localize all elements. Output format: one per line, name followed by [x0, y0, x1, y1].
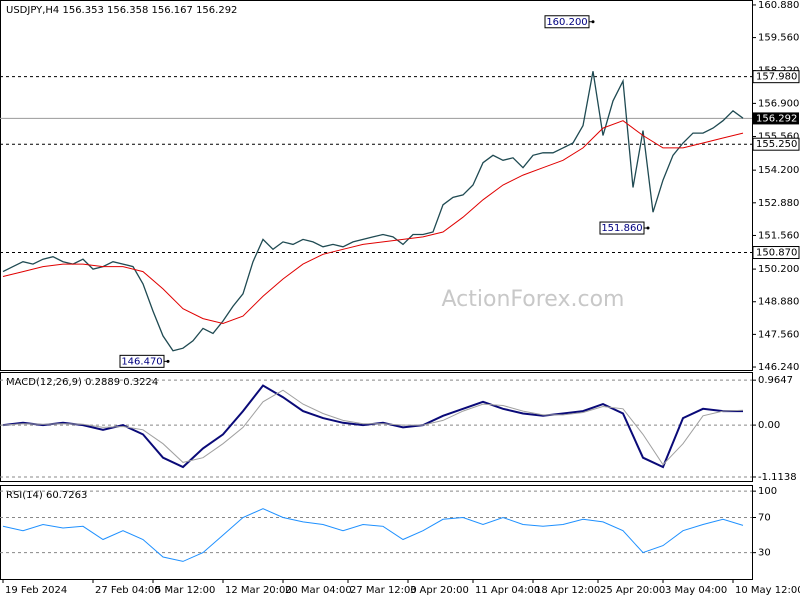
level-label: 155.250: [756, 139, 797, 150]
x-tick-label: 12 Mar 20:00: [225, 585, 292, 596]
y-tick-label: 0.00: [758, 420, 780, 431]
annotation-box: [544, 15, 590, 29]
y-tick-label: 30: [758, 548, 771, 559]
x-tick-label: 3 May 04:00: [665, 585, 727, 596]
x-tick-label: 10 May 12:00: [735, 585, 800, 596]
annotation-label: 151.860: [601, 223, 642, 234]
y-tick-label: 156.900: [758, 98, 799, 109]
series-line: [2, 508, 744, 562]
panel-frame: [0, 0, 753, 371]
x-tick-label: 5 Mar 12:00: [155, 585, 215, 596]
level-box: [752, 246, 800, 260]
panel-frame: [0, 485, 753, 580]
current-box: [753, 112, 799, 125]
y-tick-label: 155.560: [758, 132, 799, 143]
annotation-label: 160.200: [546, 17, 587, 28]
level-box: [752, 70, 800, 84]
y-tick-label: 147.560: [758, 329, 799, 340]
y-tick-label: 148.880: [758, 297, 799, 308]
x-tick-label: 25 Apr 20:00: [600, 585, 665, 596]
panel-title: USDJPY,H4 156.353 156.358 156.167 156.29…: [6, 5, 237, 16]
y-tick-label: 0.9647: [758, 375, 793, 386]
watermark: ActionForex.com: [442, 287, 625, 312]
y-tick-label: 146.240: [758, 362, 799, 373]
x-tick-label: 27 Feb 04:00: [95, 585, 161, 596]
current-label: 156.292: [756, 113, 797, 124]
y-tick-label: 154.200: [758, 165, 799, 176]
level-box: [752, 137, 800, 151]
level-label: 150.870: [756, 248, 797, 259]
x-tick-label: 11 Apr 04:00: [475, 585, 540, 596]
y-tick-label: -1.1138: [758, 472, 797, 483]
series-line: [2, 389, 744, 466]
y-tick-label: 152.880: [758, 198, 799, 209]
x-tick-label: 27 Mar 12:00: [350, 585, 417, 596]
x-tick-label: 20 Mar 04:00: [285, 585, 352, 596]
panel-title: RSI(14) 60.7263: [6, 490, 87, 501]
x-tick-label: 19 Feb 2024: [5, 585, 67, 596]
panel-title: MACD(12,26,9) 0.2889 0.3224: [6, 377, 158, 388]
annotation-box: [599, 221, 645, 235]
y-tick-label: 159.560: [758, 33, 799, 44]
y-tick-label: 100: [758, 486, 777, 497]
series-line: [2, 120, 744, 325]
annotation-label: 146.470: [121, 356, 162, 367]
x-tick-label: 18 Apr 12:00: [535, 585, 600, 596]
x-tick-label: 3 Apr 20:00: [410, 585, 469, 596]
y-tick-label: 150.200: [758, 264, 799, 275]
y-tick-label: 151.560: [758, 230, 799, 241]
series-line: [2, 71, 744, 352]
annotation-box: [119, 354, 165, 368]
y-tick-label: 160.880: [758, 0, 799, 11]
panel-frame: [0, 372, 753, 482]
level-label: 157.980: [756, 72, 797, 83]
y-tick-label: 70: [758, 513, 771, 524]
